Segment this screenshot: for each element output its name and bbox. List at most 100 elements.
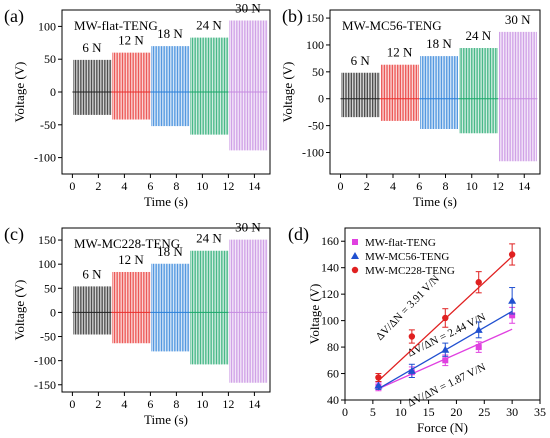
x-tick-label: 6 bbox=[147, 397, 153, 411]
series-12n bbox=[379, 64, 420, 121]
data-point bbox=[375, 374, 382, 381]
force-label: 6 N bbox=[82, 266, 102, 281]
x-tick-label: 10 bbox=[196, 179, 208, 193]
x-tick-label: 10 bbox=[466, 179, 478, 193]
force-label: 30 N bbox=[235, 1, 261, 16]
series-18n bbox=[419, 56, 459, 129]
series-6n bbox=[72, 59, 112, 115]
x-tick-label: 8 bbox=[173, 397, 179, 411]
y-tick-label: 0 bbox=[318, 92, 324, 106]
legend-label: MW-MC228-TENG bbox=[365, 265, 455, 277]
x-tick-label: 14 bbox=[248, 179, 260, 193]
y-tick-label: 100 bbox=[38, 257, 56, 271]
panel-title: MW-flat-TENG bbox=[74, 18, 158, 33]
y-tick-label: 160 bbox=[321, 234, 339, 248]
y-axis-label: Voltage (V) bbox=[12, 280, 27, 341]
x-tick-label: 6 bbox=[147, 179, 153, 193]
y-tick-label: 100 bbox=[321, 314, 339, 328]
x-tick-label: 4 bbox=[390, 179, 396, 193]
data-point bbox=[475, 279, 482, 286]
series-30n bbox=[228, 239, 268, 383]
x-axis-label: Time (s) bbox=[144, 412, 188, 427]
series-6n bbox=[72, 286, 112, 335]
force-label: 18 N bbox=[157, 244, 183, 259]
series-24n bbox=[189, 250, 229, 365]
legend-label: MW-flat-TENG bbox=[365, 237, 436, 249]
panel-1: 0 2 4 6 8 10 12 14 -100 -50 0 50 100 Time (s) Voltage … bbox=[4, 1, 271, 209]
x-tick-label: 10 bbox=[196, 397, 208, 411]
y-tick-label: 80 bbox=[327, 340, 339, 354]
series-mw-mc56-teng bbox=[374, 287, 517, 390]
x-axis-label: Force (N) bbox=[417, 420, 468, 435]
x-tick-label: 15 bbox=[423, 405, 435, 419]
data-point bbox=[508, 296, 517, 304]
y-tick-label: 50 bbox=[44, 52, 56, 66]
plot-frame bbox=[61, 227, 271, 393]
panel-3: 0 2 4 6 8 10 12 14 -150 -100 -50 0 50 100 150 Time (s) V… bbox=[4, 220, 271, 427]
force-label: 12 N bbox=[118, 252, 144, 267]
x-tick-label: 5 bbox=[370, 405, 376, 419]
slope-annotation: ΔV/ΔN = 1.87 V/N bbox=[406, 361, 488, 409]
series-30n bbox=[228, 20, 268, 151]
y-tick-label: 150 bbox=[38, 233, 56, 247]
legend-marker bbox=[352, 239, 358, 245]
panel-2: 0 2 4 6 8 10 12 14 -100 -50 0 50 100 150 Time (s) Volta… bbox=[280, 6, 541, 209]
data-point bbox=[374, 381, 383, 389]
y-tick-label: 50 bbox=[312, 65, 324, 79]
panel-title: MW-MC56-TENG bbox=[342, 18, 442, 33]
x-tick-label: 0 bbox=[342, 405, 348, 419]
data-point bbox=[442, 357, 449, 364]
x-tick-label: 2 bbox=[95, 397, 101, 411]
data-point bbox=[442, 314, 449, 322]
y-tick-label: -100 bbox=[302, 145, 324, 159]
x-tick-label: 12 bbox=[222, 397, 234, 411]
y-tick-label: 0 bbox=[50, 85, 56, 99]
data-point bbox=[508, 251, 516, 258]
y-tick-label: -100 bbox=[34, 151, 56, 165]
y-axis-label: Voltage (V) bbox=[12, 62, 27, 123]
force-label: 24 N bbox=[196, 18, 222, 33]
x-tick-label: 6 bbox=[416, 179, 422, 193]
y-tick-label: 40 bbox=[327, 393, 339, 407]
x-tick-label: 20 bbox=[450, 405, 462, 419]
y-tick-label: -100 bbox=[34, 354, 56, 368]
plot-frame bbox=[344, 227, 541, 401]
force-label: 6 N bbox=[351, 53, 371, 68]
panel-4: 0 5 10 15 20 25 30 35 40 60 80 100 120 140 160 Force (N… bbox=[288, 224, 546, 435]
x-tick-label: 4 bbox=[121, 179, 127, 193]
x-tick-label: 2 bbox=[364, 179, 370, 193]
series-30n bbox=[498, 31, 538, 162]
y-tick-label: 100 bbox=[38, 19, 56, 33]
x-tick-label: 10 bbox=[395, 405, 407, 419]
y-tick-label: -50 bbox=[40, 118, 56, 132]
data-point bbox=[407, 366, 416, 374]
x-axis-label: Time (s) bbox=[413, 194, 457, 209]
force-label: 24 N bbox=[465, 28, 491, 43]
y-tick-label: 100 bbox=[306, 38, 324, 52]
x-tick-label: 0 bbox=[69, 179, 75, 193]
x-tick-label: 35 bbox=[534, 405, 546, 419]
x-tick-label: 30 bbox=[506, 405, 518, 419]
series-18n bbox=[150, 46, 190, 127]
data-point bbox=[408, 333, 416, 340]
force-label: 24 N bbox=[196, 231, 222, 246]
series-12n bbox=[111, 52, 151, 120]
y-tick-label: -50 bbox=[40, 330, 56, 344]
y-tick-label: 120 bbox=[321, 287, 339, 301]
series-12n bbox=[111, 271, 151, 344]
series-24n bbox=[458, 48, 498, 134]
legend-marker bbox=[351, 252, 359, 259]
series-6n bbox=[340, 72, 380, 118]
x-tick-label: 14 bbox=[248, 397, 260, 411]
x-tick-label: 8 bbox=[443, 179, 449, 193]
x-tick-label: 14 bbox=[518, 179, 530, 193]
x-tick-label: 12 bbox=[492, 179, 504, 193]
y-tick-label: -150 bbox=[34, 378, 56, 392]
force-label: 18 N bbox=[157, 26, 183, 41]
data-point bbox=[474, 325, 483, 333]
y-axis-label: Voltage (V) bbox=[280, 62, 295, 123]
plot-frame bbox=[329, 9, 541, 175]
y-tick-label: 60 bbox=[327, 367, 339, 381]
series-mw-mc228-teng bbox=[375, 243, 516, 382]
x-tick-label: 12 bbox=[222, 179, 234, 193]
